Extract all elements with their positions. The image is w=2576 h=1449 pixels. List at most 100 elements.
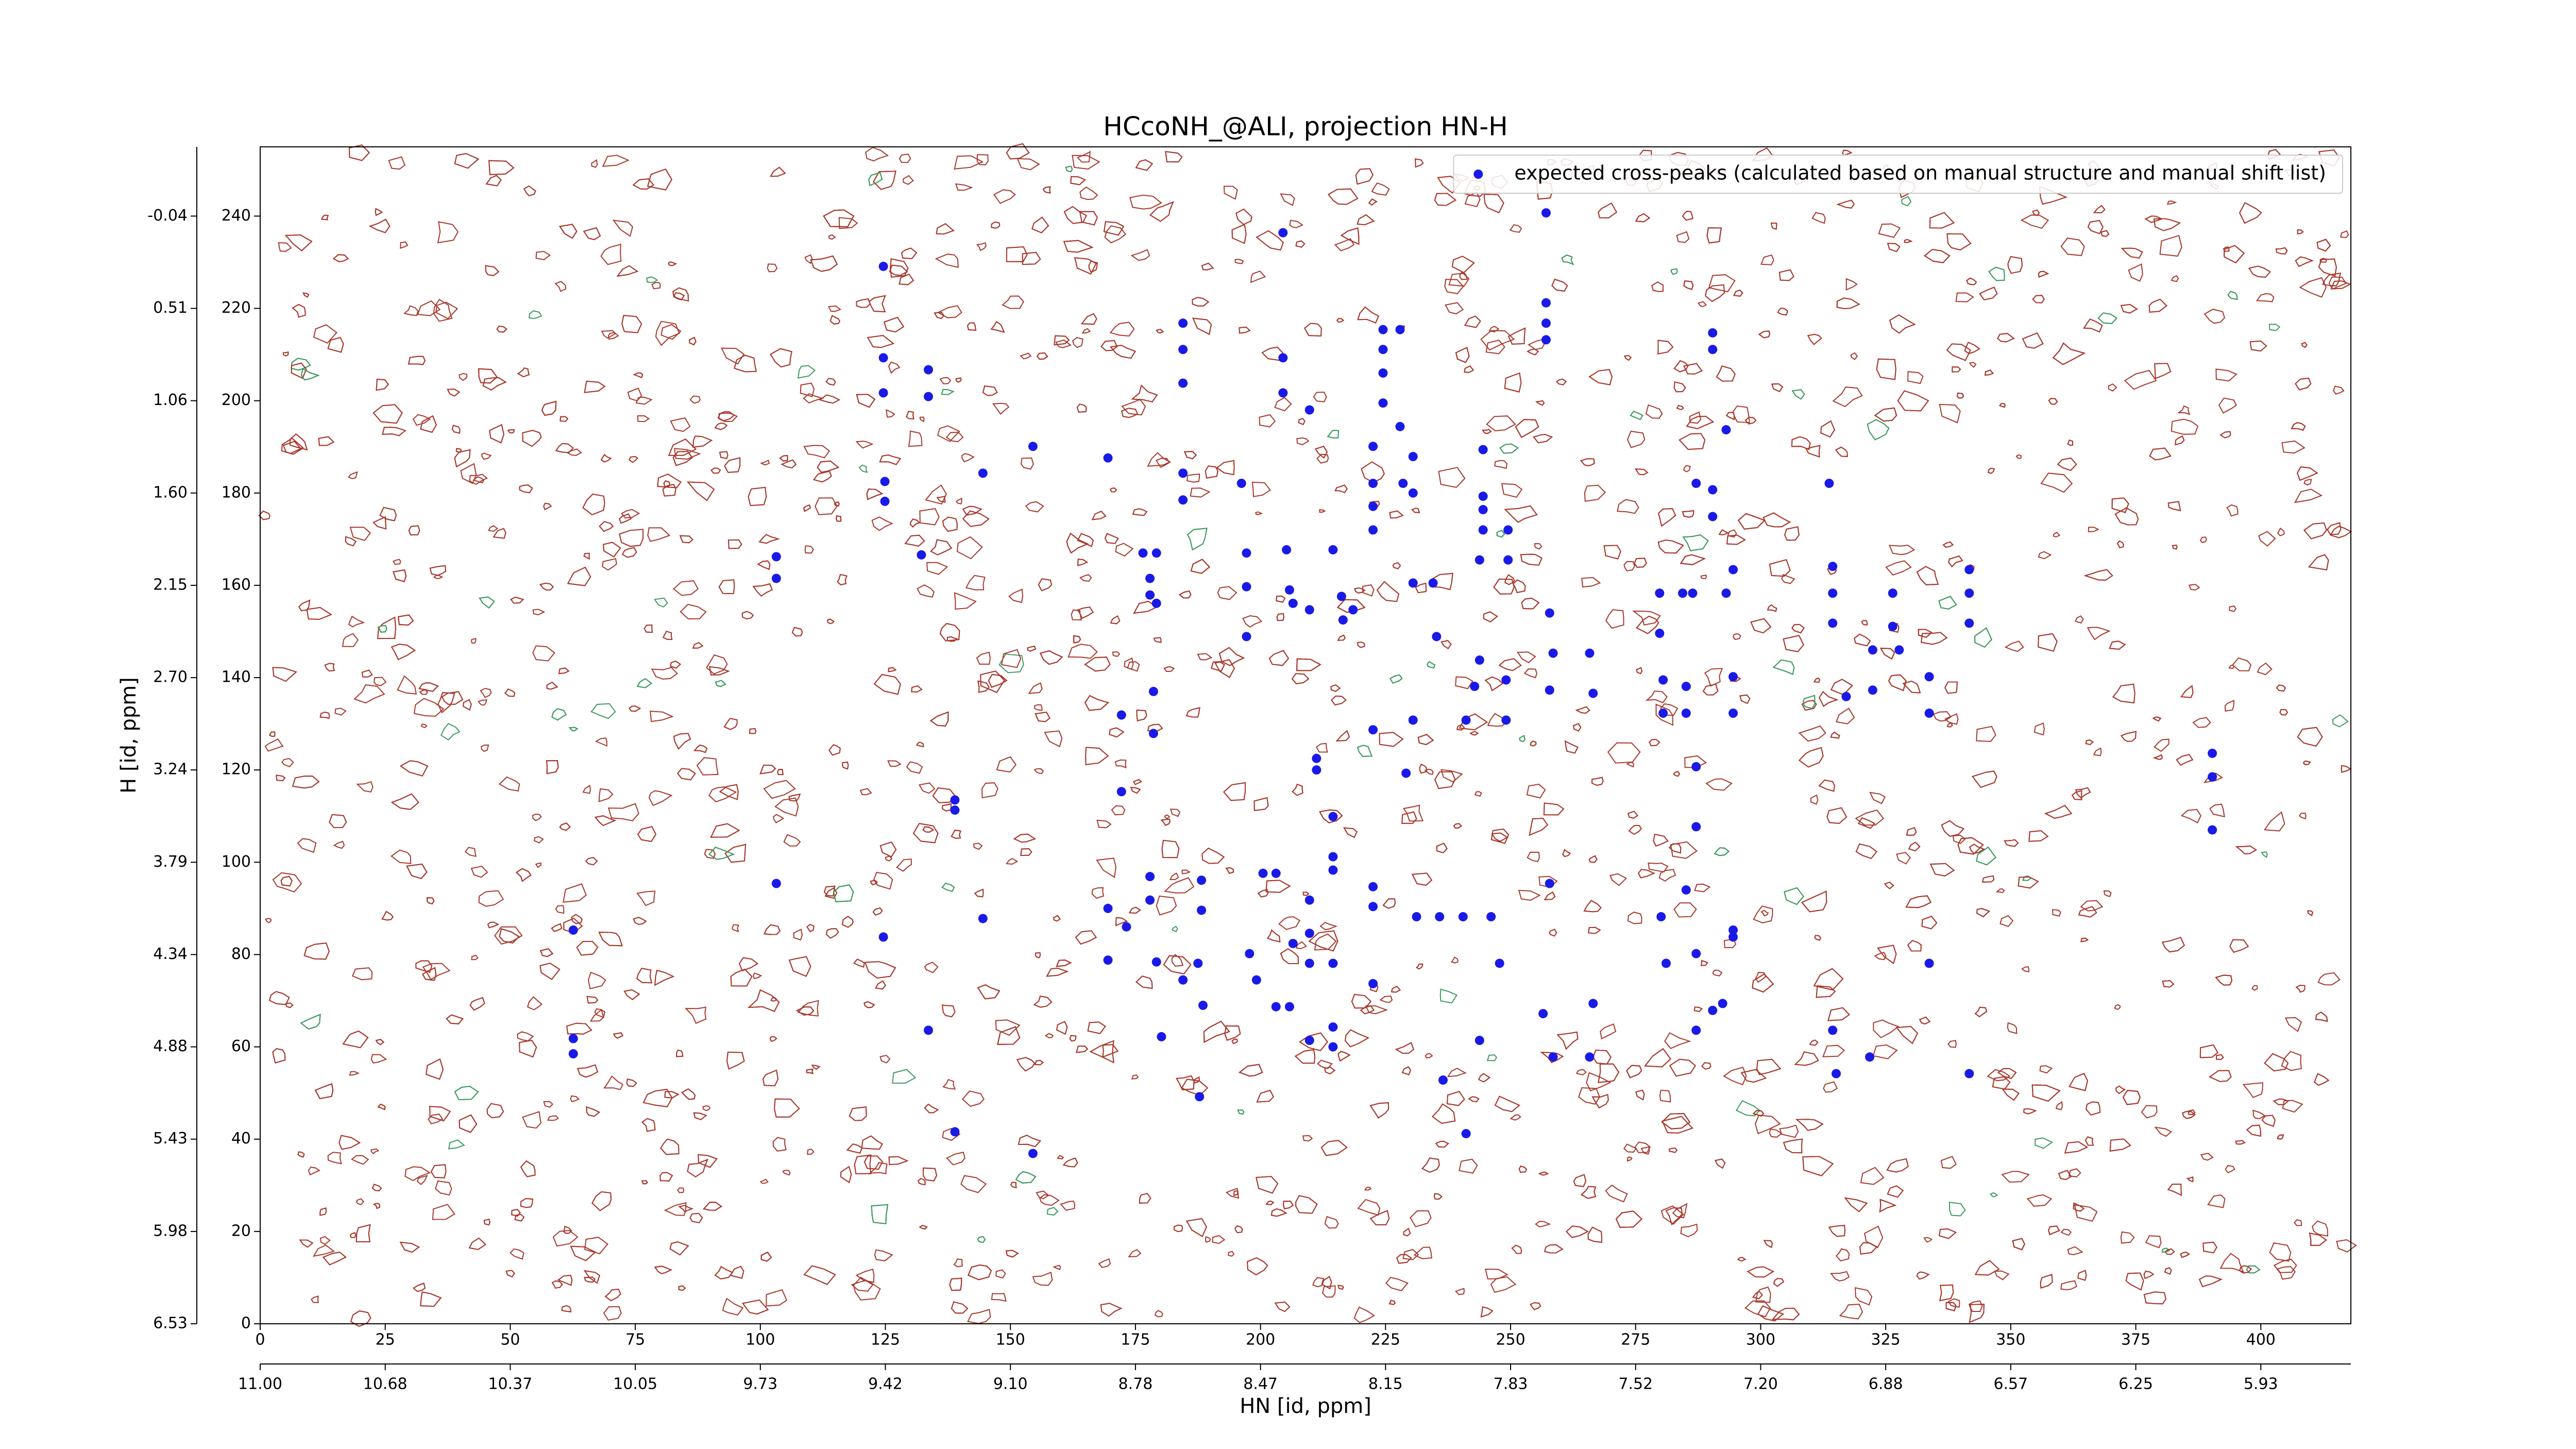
- contour: [2087, 220, 2104, 234]
- contour: [1756, 1058, 1782, 1075]
- contour: [1280, 948, 1299, 965]
- contour: [1940, 1156, 1957, 1169]
- cross-peak: [2208, 772, 2217, 782]
- contour: [373, 1203, 381, 1209]
- contour: [2112, 683, 2136, 704]
- contour: [1135, 159, 1154, 171]
- contour: [2302, 760, 2311, 766]
- contour: [1813, 968, 1844, 991]
- contour: [859, 788, 872, 796]
- contour: [2261, 851, 2268, 858]
- contour: [823, 209, 855, 228]
- contour: [1998, 402, 2006, 408]
- contour: [422, 967, 437, 981]
- contour: [1357, 1199, 1381, 1216]
- contour: [1676, 231, 1690, 243]
- contour: [2175, 435, 2185, 446]
- contour: [1156, 458, 1171, 468]
- contour: [2148, 298, 2167, 313]
- contour: [1176, 1075, 1195, 1090]
- cross-peak: [1198, 1000, 1208, 1010]
- cross-peak: [1470, 682, 1480, 692]
- contour: [430, 1164, 447, 1178]
- contour: [1364, 1187, 1372, 1191]
- contour: [687, 1158, 708, 1177]
- contour: [660, 1138, 680, 1155]
- cross-peak: [1304, 405, 1314, 415]
- y-tick-label: 120: [222, 761, 251, 779]
- contour: [1648, 862, 1669, 873]
- contour: [1259, 414, 1276, 428]
- cross-peak: [950, 805, 960, 815]
- contour: [1056, 1021, 1068, 1035]
- contour: [1744, 416, 1757, 425]
- contour: [1924, 248, 1951, 263]
- contour: [1878, 223, 1901, 238]
- contour: [1580, 458, 1595, 466]
- contour: [1632, 610, 1661, 626]
- cross-peak: [1681, 885, 1691, 895]
- contour: [2100, 230, 2110, 237]
- contour: [566, 1022, 592, 1035]
- contour: [520, 1160, 536, 1177]
- contour: [1626, 1065, 1642, 1079]
- cross-peak: [1681, 682, 1691, 692]
- contour: [1733, 633, 1741, 640]
- contour: [1020, 848, 1032, 856]
- contour: [1493, 578, 1515, 595]
- contour: [2291, 422, 2306, 431]
- y2-tick-label: 0.51: [153, 299, 188, 317]
- contour: [925, 484, 947, 505]
- contour: [375, 208, 383, 216]
- contour: [584, 380, 606, 393]
- contour: [399, 760, 429, 777]
- contour: [1190, 487, 1211, 498]
- contour: [693, 1112, 707, 1120]
- contour: [612, 220, 633, 237]
- contour: [2144, 215, 2163, 223]
- contour: [539, 948, 554, 957]
- x2-tick-label: 6.57: [1993, 1375, 2028, 1393]
- contour: [1694, 883, 1711, 892]
- contour: [1067, 644, 1098, 659]
- contour: [633, 372, 643, 379]
- contour: [803, 393, 824, 404]
- contour: [2055, 1101, 2063, 1110]
- contour: [626, 1078, 637, 1087]
- contour: [2225, 1165, 2235, 1174]
- contour: [2340, 230, 2349, 239]
- contour: [1025, 501, 1044, 513]
- contour: [1070, 176, 1086, 186]
- contour: [374, 677, 387, 686]
- contour: [1079, 574, 1092, 582]
- contour: [2086, 1101, 2101, 1116]
- contour: [1054, 335, 1070, 346]
- cross-peak: [1116, 710, 1126, 720]
- contour: [282, 441, 302, 455]
- contour: [774, 1098, 800, 1118]
- contour: [1253, 797, 1269, 812]
- cross-peak: [1495, 958, 1504, 968]
- contour: [726, 1051, 745, 1070]
- contour: [1605, 609, 1624, 629]
- contour: [471, 637, 477, 644]
- contour: [1735, 1100, 1761, 1117]
- cross-peak: [1545, 608, 1554, 618]
- contour: [1170, 872, 1179, 881]
- contour: [399, 1241, 420, 1253]
- contour: [1280, 193, 1295, 206]
- contour: [974, 888, 984, 898]
- contour: [1127, 661, 1140, 672]
- contour: [779, 455, 788, 462]
- contour: [853, 958, 865, 968]
- contour: [998, 653, 1024, 673]
- contour: [522, 430, 542, 447]
- contour: [1673, 381, 1686, 393]
- contour: [1634, 558, 1647, 568]
- contour: [1435, 1140, 1449, 1148]
- x2-tick-label: 11.00: [238, 1375, 282, 1393]
- contour: [546, 760, 559, 774]
- contour: [459, 1114, 478, 1133]
- contour: [1039, 1194, 1060, 1206]
- cross-peak: [1312, 765, 1321, 775]
